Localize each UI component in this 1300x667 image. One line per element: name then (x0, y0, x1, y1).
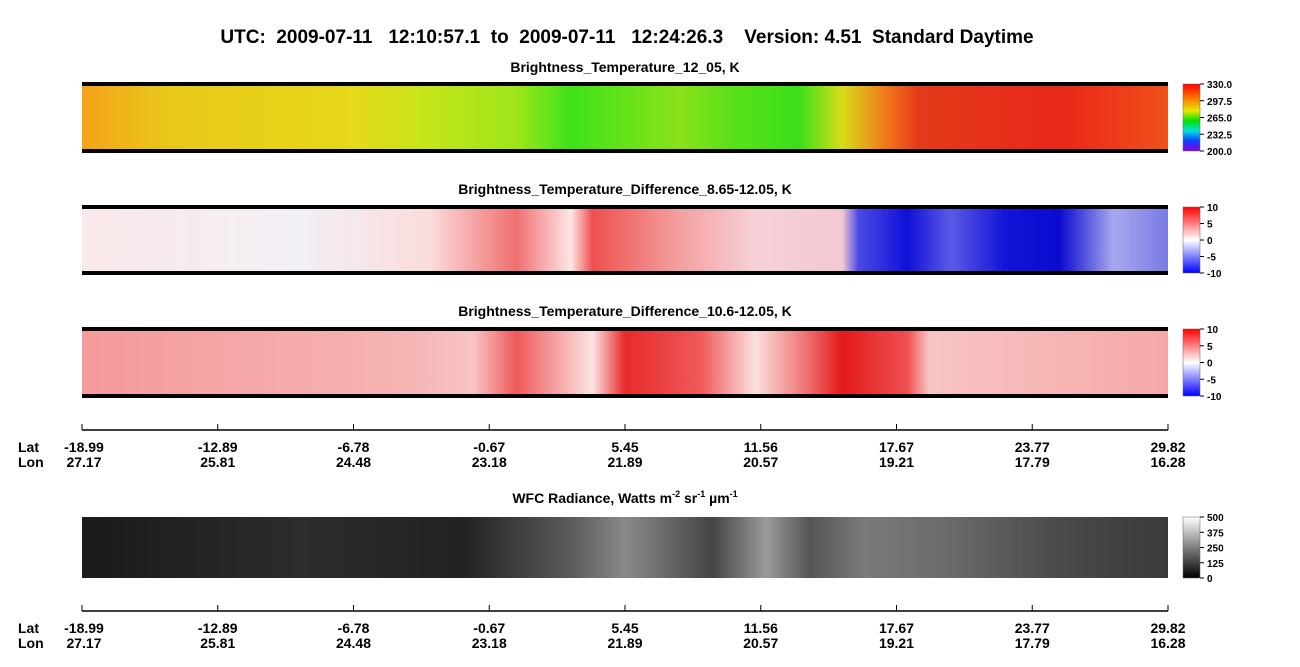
colorbar-tick-label: 297.5 (1207, 97, 1232, 108)
colorbar (1182, 328, 1201, 397)
colorbar-tick-label: 500 (1207, 513, 1224, 524)
strip-border-top (82, 327, 1168, 331)
lat-tick-label: -18.99 (64, 620, 104, 636)
colorbar-tick-label: 375 (1207, 528, 1224, 539)
lat-tick-label: -6.78 (338, 439, 370, 455)
colorbar-tick-label: 125 (1207, 559, 1224, 570)
lat-tick-label: -0.67 (473, 439, 505, 455)
lon-tick-label: 21.89 (607, 635, 642, 651)
lon-tick-label: 25.81 (200, 635, 235, 651)
colorbar-tick-label: 10 (1207, 325, 1219, 336)
strip-border-bottom (82, 149, 1168, 153)
strip-border-top (82, 205, 1168, 209)
colorbar-tick-label: -10 (1207, 392, 1222, 403)
lat-tick-label: -6.78 (338, 620, 370, 636)
image-strip (82, 329, 1168, 396)
colorbar-tick-label: -10 (1207, 269, 1222, 280)
colorbar-tick-label: 0 (1207, 574, 1213, 585)
colorbar-tick-label: 330.0 (1207, 80, 1232, 91)
colorbar-tick-label: 0 (1207, 236, 1213, 247)
lon-tick-label: 25.81 (200, 454, 235, 470)
lon-tick-label: 23.18 (472, 454, 507, 470)
title-superscript: -1 (697, 489, 705, 499)
lat-tick-label: 17.67 (879, 439, 914, 455)
lat-tick-label: 11.56 (744, 439, 778, 455)
strip-border-top (82, 82, 1168, 86)
colorbar-tick-label: 265.0 (1207, 114, 1232, 125)
lon-tick-label: 19.21 (879, 635, 914, 651)
title-text: µm (705, 490, 729, 506)
lat-tick-label: 23.77 (1015, 620, 1050, 636)
lon-tick-label: 16.28 (1150, 635, 1185, 651)
lon-label: Lon (18, 454, 44, 470)
colorbar-tick-label: 5 (1207, 342, 1213, 353)
page-title: UTC: 2009-07-11 12:10:57.1 to 2009-07-11… (220, 27, 1033, 48)
title-text: sr (680, 490, 698, 506)
lon-tick-label: 24.48 (336, 454, 371, 470)
strip-border-bottom (82, 271, 1168, 275)
lat-tick-label: -12.89 (198, 439, 238, 455)
lon-tick-label: 16.28 (1150, 454, 1185, 470)
colorbar-tick-label: 200.0 (1207, 147, 1232, 158)
lon-tick-label: 17.79 (1015, 635, 1050, 651)
colorbar (1182, 516, 1201, 579)
colorbar-tick-label: 10 (1207, 203, 1219, 214)
lon-tick-label: 24.48 (336, 635, 371, 651)
lat-tick-label: -12.89 (198, 620, 238, 636)
panel-title: WFC Radiance, Watts m-2 sr-1 µm-1 (512, 489, 737, 506)
colorbar-tick-label: 0 (1207, 359, 1213, 370)
lon-tick-label: 20.57 (743, 635, 778, 651)
image-strip (82, 84, 1168, 151)
lon-tick-label: 21.89 (607, 454, 642, 470)
panel-title: Brightness_Temperature_12_05, K (510, 59, 739, 75)
lat-tick-label: 5.45 (611, 439, 638, 455)
title-superscript: -2 (672, 489, 680, 499)
lat-tick-label: 11.56 (744, 620, 778, 636)
lon-label: Lon (18, 635, 44, 651)
colorbar-tick-label: 232.5 (1207, 130, 1232, 141)
lon-tick-label: 23.18 (472, 635, 507, 651)
title-superscript: -1 (730, 489, 738, 499)
lon-tick-label: 27.17 (66, 454, 101, 470)
colorbar-tick-label: 5 (1207, 220, 1213, 231)
image-strip (82, 207, 1168, 273)
lat-tick-label: -18.99 (64, 439, 104, 455)
colorbar (1182, 206, 1201, 274)
lat-label: Lat (18, 439, 39, 455)
lon-tick-label: 17.79 (1015, 454, 1050, 470)
lat-label: Lat (18, 620, 39, 636)
image-strip (82, 517, 1168, 578)
lat-tick-label: -0.67 (473, 620, 505, 636)
lat-tick-label: 5.45 (611, 620, 638, 636)
colorbar-tick-label: -5 (1207, 375, 1216, 386)
panel-title: Brightness_Temperature_Difference_8.65-1… (458, 181, 792, 197)
lat-tick-label: 29.82 (1150, 439, 1185, 455)
lat-tick-label: 23.77 (1015, 439, 1050, 455)
lat-tick-label: 17.67 (879, 620, 914, 636)
colorbar-tick-label: 250 (1207, 544, 1224, 555)
strip-border-bottom (82, 394, 1168, 398)
lon-tick-label: 19.21 (879, 454, 914, 470)
colorbar-tick-label: -5 (1207, 253, 1216, 264)
lon-tick-label: 20.57 (743, 454, 778, 470)
colorbar (1182, 83, 1201, 152)
title-text: WFC Radiance, Watts m (512, 490, 672, 506)
lon-tick-label: 27.17 (66, 635, 101, 651)
lat-tick-label: 29.82 (1150, 620, 1185, 636)
panel-title: Brightness_Temperature_Difference_10.6-1… (458, 303, 792, 319)
